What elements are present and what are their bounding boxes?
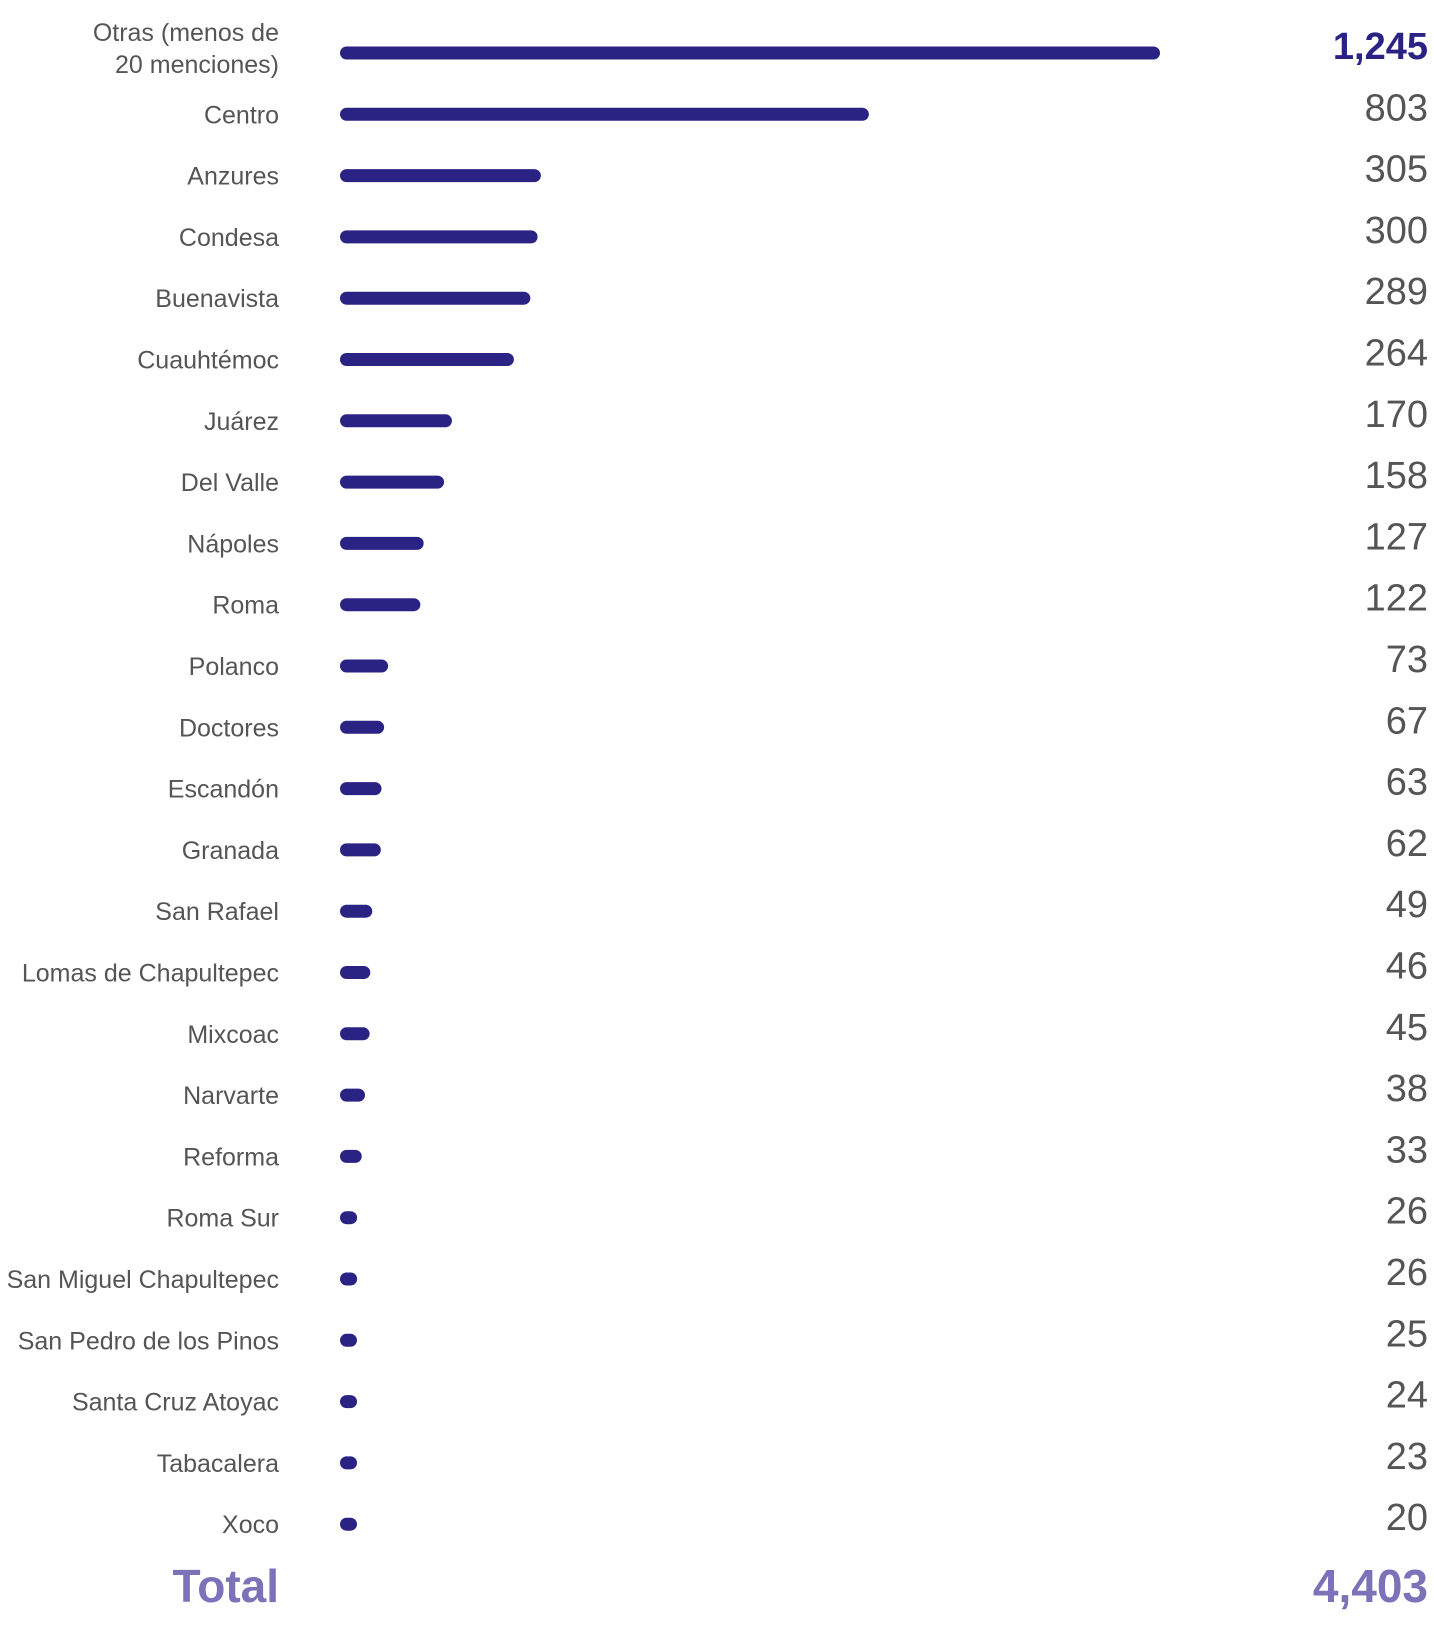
category-label: Centro xyxy=(204,101,279,129)
value-label: 49 xyxy=(1386,884,1428,926)
bar xyxy=(340,1456,357,1470)
bar xyxy=(340,107,869,121)
bar xyxy=(340,1211,358,1225)
bar xyxy=(340,843,381,857)
bar xyxy=(340,475,445,489)
value-label: 23 xyxy=(1386,1436,1428,1478)
category-label: Polanco xyxy=(189,653,279,681)
bar xyxy=(340,966,371,979)
total-label: Total xyxy=(173,1560,279,1612)
category-label: Santa Cruz Atoyac xyxy=(72,1389,279,1417)
category-labels: Otras (menos de 20 menciones) Centro Anzure… xyxy=(7,19,280,1539)
bar xyxy=(340,1088,366,1102)
category-label: Reforma xyxy=(183,1143,279,1171)
value-label: 62 xyxy=(1386,823,1428,865)
bar xyxy=(340,1027,370,1041)
bar xyxy=(340,598,421,612)
category-label: Mixcoac xyxy=(187,1021,279,1049)
category-label: Doctores xyxy=(179,714,279,742)
value-label: 300 xyxy=(1365,210,1428,252)
value-label: 26 xyxy=(1386,1191,1428,1233)
bar xyxy=(340,1517,357,1531)
category-label: Narvarte xyxy=(183,1082,279,1110)
bar xyxy=(340,291,531,305)
value-label: 38 xyxy=(1386,1068,1428,1110)
bar xyxy=(340,46,1160,60)
category-label: Xoco xyxy=(222,1511,279,1539)
value-label: 67 xyxy=(1386,700,1428,742)
bar xyxy=(340,720,385,734)
total-value: 4,403 xyxy=(1313,1560,1428,1612)
value-label: 46 xyxy=(1386,946,1428,988)
category-label: Lomas de Chapultepec xyxy=(22,960,279,988)
category-label: Otras (menos de 20 menciones) xyxy=(93,19,279,79)
bar xyxy=(340,1272,358,1286)
category-label: Condesa xyxy=(179,224,279,252)
category-label: San Miguel Chapultepec xyxy=(7,1266,279,1294)
category-label: Roma Sur xyxy=(166,1205,279,1233)
category-label: Escandón xyxy=(168,776,279,804)
category-label: Juárez xyxy=(204,408,279,436)
category-label: Buenavista xyxy=(155,285,279,313)
bar xyxy=(340,782,382,796)
category-label: Nápoles xyxy=(187,530,279,558)
value-label: 1,245 xyxy=(1333,26,1428,68)
value-label: 803 xyxy=(1365,87,1428,129)
value-label: 45 xyxy=(1386,1007,1428,1049)
value-label: 264 xyxy=(1365,333,1428,375)
bar xyxy=(340,169,541,183)
value-label: 122 xyxy=(1365,578,1428,620)
value-label: 73 xyxy=(1386,639,1428,681)
value-label: 20 xyxy=(1386,1497,1428,1539)
value-label: 158 xyxy=(1365,455,1428,497)
bar xyxy=(340,1149,362,1163)
bars xyxy=(340,46,1160,1531)
value-label: 25 xyxy=(1386,1313,1428,1355)
value-label: 127 xyxy=(1365,516,1428,558)
category-label: Cuauhtémoc xyxy=(137,347,279,375)
value-label: 24 xyxy=(1386,1375,1428,1417)
bar xyxy=(340,1395,357,1409)
category-label: San Rafael xyxy=(155,898,279,926)
value-labels: 1,245 803 305 300 289 264 170 158 127 122 73 67 63 62… xyxy=(1333,26,1428,1539)
category-label: San Pedro de los Pinos xyxy=(18,1327,279,1355)
bar xyxy=(340,536,424,550)
bar xyxy=(340,1333,357,1347)
value-label: 305 xyxy=(1365,149,1428,191)
value-label: 26 xyxy=(1386,1252,1428,1294)
value-label: 289 xyxy=(1365,271,1428,313)
bar xyxy=(340,414,452,428)
bar xyxy=(340,353,514,366)
category-label: Anzures xyxy=(187,163,279,191)
value-label: 170 xyxy=(1365,394,1428,436)
category-label: Tabacalera xyxy=(157,1450,279,1478)
bar xyxy=(340,904,373,918)
bar xyxy=(340,659,389,673)
category-label: Roma xyxy=(212,592,279,620)
category-label: Granada xyxy=(182,837,279,865)
category-label: Del Valle xyxy=(181,469,279,497)
value-label: 33 xyxy=(1386,1129,1428,1171)
value-label: 63 xyxy=(1386,762,1428,804)
bar xyxy=(340,230,538,244)
